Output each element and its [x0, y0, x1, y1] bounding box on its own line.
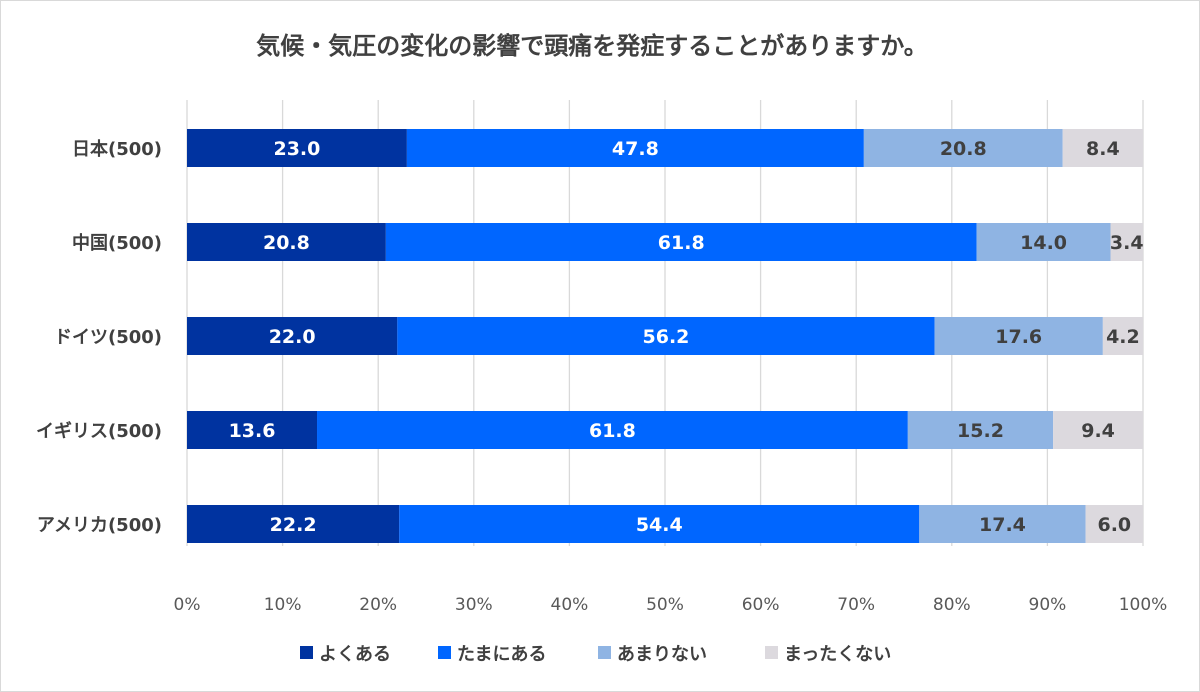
legend-label: あまりない [617, 644, 707, 665]
data-label: 4.2 [1106, 326, 1140, 348]
bar-segment [397, 317, 935, 355]
x-tick-label: 100% [1119, 595, 1168, 615]
bar-segment [919, 505, 1086, 543]
data-label: 8.4 [1086, 138, 1120, 160]
bar-segment [1102, 317, 1143, 355]
legend-swatch [598, 646, 611, 659]
bar-segment [934, 317, 1103, 355]
bar-segment [976, 223, 1111, 261]
data-label: 22.0 [269, 326, 316, 348]
bar-segment [317, 411, 908, 449]
bar-segment [187, 317, 398, 355]
legend-swatch [438, 646, 451, 659]
category-label: アメリカ(500) [37, 515, 162, 536]
x-tick-label: 70% [837, 595, 875, 615]
data-label: 47.8 [612, 138, 659, 160]
x-tick-label: 20% [359, 595, 397, 615]
bar-segment [187, 411, 318, 449]
bar-segment [406, 129, 864, 167]
category-label: ドイツ(500) [54, 327, 162, 348]
category-label: 日本(500) [72, 138, 162, 160]
data-label: 61.8 [589, 420, 636, 442]
x-tick-label: 40% [551, 595, 589, 615]
bar-segment [187, 505, 400, 543]
data-label: 13.6 [229, 420, 276, 442]
x-tick-label: 30% [455, 595, 493, 615]
bar-segment [863, 129, 1063, 167]
bar-segment [1110, 223, 1143, 261]
data-label: 54.4 [636, 514, 683, 536]
data-label: 3.4 [1110, 232, 1144, 254]
legend-swatch [765, 646, 778, 659]
data-label: 22.2 [270, 514, 317, 536]
bar-segment [1062, 129, 1143, 167]
data-label: 23.0 [273, 138, 320, 160]
bar-segment [1085, 505, 1143, 543]
x-tick-label: 90% [1029, 595, 1067, 615]
bar-segment [385, 223, 977, 261]
data-label: 20.8 [940, 138, 987, 160]
bar-segment [187, 223, 386, 261]
legend-swatch [300, 646, 313, 659]
x-tick-label: 50% [646, 595, 684, 615]
x-tick-label: 60% [742, 595, 780, 615]
data-label: 14.0 [1020, 232, 1067, 254]
bar-segment [907, 411, 1054, 449]
x-tick-label: 10% [264, 595, 302, 615]
category-label: 中国(500) [72, 232, 162, 254]
bar-segment [399, 505, 920, 543]
data-label: 20.8 [263, 232, 310, 254]
data-label: 6.0 [1097, 514, 1131, 536]
legend-label: まったくない [784, 644, 891, 665]
data-label: 61.8 [658, 232, 705, 254]
chart-title: 気候・気圧の変化の影響で頭痛を発症することがありますか。 [256, 32, 928, 60]
category-label: イギリス(500) [36, 421, 162, 442]
legend-label: たまにある [457, 644, 546, 665]
data-label: 9.4 [1081, 420, 1115, 442]
x-tick-label: 80% [933, 595, 971, 615]
legend-label: よくある [319, 644, 391, 665]
data-label: 15.2 [957, 420, 1004, 442]
x-tick-label: 0% [174, 595, 201, 615]
bar-segment [187, 129, 407, 167]
data-label: 56.2 [643, 326, 690, 348]
data-label: 17.4 [979, 514, 1026, 536]
data-label: 17.6 [995, 326, 1042, 348]
bar-segment [1053, 411, 1143, 449]
